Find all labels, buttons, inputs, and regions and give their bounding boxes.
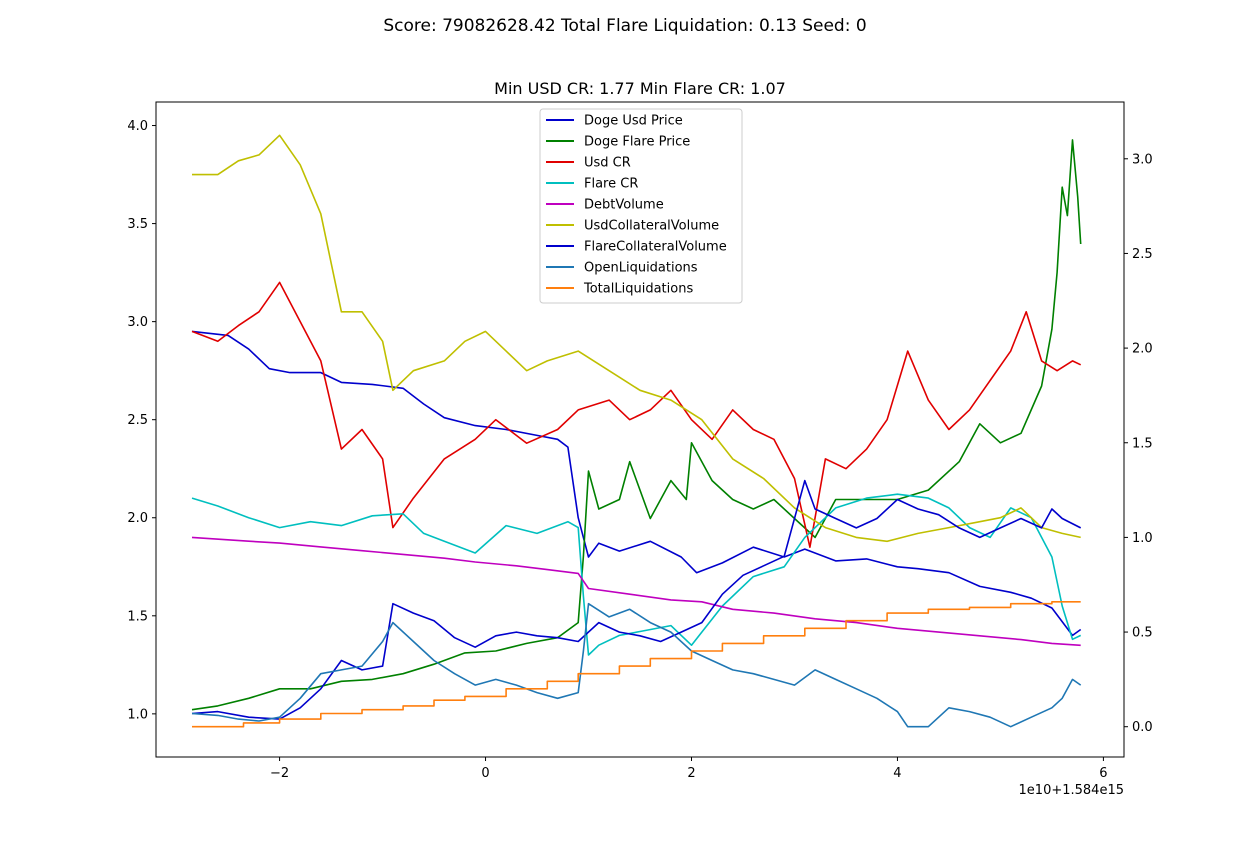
- series-line-3: [191, 493, 1082, 656]
- legend-label: TotalLiquidations: [583, 282, 693, 297]
- right-y-tick-label: 2.0: [1132, 342, 1153, 357]
- legend-label: DebtVolume: [584, 198, 664, 213]
- legend-label: Doge Flare Price: [584, 135, 690, 150]
- x-axis-ticks: −2 0 2 4 6: [270, 757, 1108, 781]
- plot-lines: [191, 134, 1082, 728]
- right-y-axis-ticks: 0.0 0.5 1.0 1.5 2.0 2.5 3.0: [1124, 152, 1153, 735]
- right-y-tick-label: 3.0: [1132, 152, 1153, 167]
- plot-frame: [155, 101, 1125, 758]
- left-y-tick-label: 2.5: [127, 413, 148, 428]
- series-line-8: [192, 600, 1081, 728]
- series-line-4: [191, 536, 1081, 647]
- left-y-tick-label: 3.5: [127, 217, 148, 232]
- right-y-tick-label: 1.5: [1132, 436, 1153, 451]
- x-axis-offset-label: 1e10+1.584e15: [1019, 783, 1124, 798]
- right-y-tick-label: 0.0: [1132, 720, 1153, 735]
- series-line-7: [191, 602, 1082, 728]
- legend-box: [539, 108, 743, 304]
- left-y-tick-label: 3.0: [127, 315, 148, 330]
- right-y-tick-label: 1.0: [1132, 531, 1153, 546]
- left-y-tick-label: 1.5: [127, 609, 148, 624]
- figure-suptitle: Score: 79082628.42 Total Flare Liquidati…: [383, 16, 866, 36]
- legend-label: Doge Usd Price: [584, 114, 683, 129]
- x-tick-label: 4: [893, 766, 901, 781]
- series-line-2: [191, 281, 1082, 549]
- legend-label: UsdCollateralVolume: [584, 219, 719, 234]
- left-y-tick-label: 2.0: [127, 511, 148, 526]
- series-line-0: [191, 330, 1082, 637]
- x-tick-label: −2: [270, 766, 289, 781]
- left-y-tick-label: 1.0: [127, 707, 148, 722]
- legend-label: Flare CR: [584, 177, 638, 192]
- x-tick-label: 2: [687, 766, 695, 781]
- legend: Doge Usd Price Doge Flare Price Usd CR Flar…: [539, 108, 743, 304]
- legend-label: OpenLiquidations: [584, 261, 698, 276]
- axes-title: Min USD CR: 1.77 Min Flare CR: 1.07: [494, 79, 786, 98]
- right-y-tick-label: 2.5: [1132, 247, 1153, 262]
- series-line-1: [191, 139, 1082, 711]
- right-y-tick-label: 0.5: [1132, 626, 1153, 641]
- left-y-axis-ticks: 1.0 1.5 2.0 2.5 3.0 3.5 4.0: [127, 119, 156, 722]
- legend-label: FlareCollateralVolume: [584, 240, 727, 255]
- series-line-6: [191, 479, 1082, 720]
- left-y-tick-label: 4.0: [127, 119, 148, 134]
- legend-label: Usd CR: [584, 156, 631, 171]
- x-tick-label: 6: [1099, 766, 1107, 781]
- x-tick-label: 0: [481, 766, 489, 781]
- series-line-5: [192, 134, 1081, 543]
